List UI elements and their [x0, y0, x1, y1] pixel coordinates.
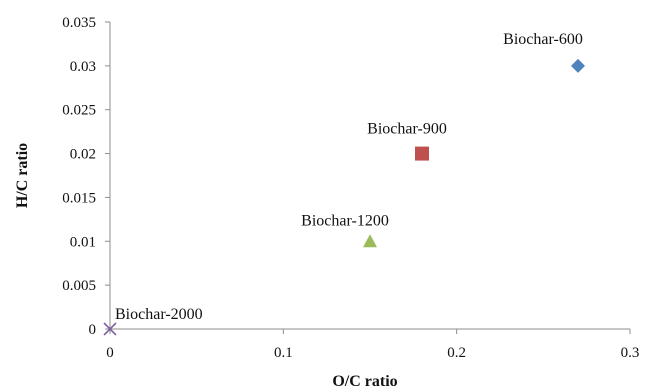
- axes: [105, 21, 631, 334]
- y-tick-label: 0.01: [70, 234, 96, 250]
- y-tick-label: 0.035: [62, 15, 96, 31]
- x-tick-label: 0.2: [447, 345, 466, 361]
- point-triangle: [363, 234, 377, 248]
- y-axis-title: H/C ratio: [14, 143, 31, 208]
- x-axis-title: O/C ratio: [332, 373, 397, 390]
- x-tick-label: 0.3: [621, 345, 640, 361]
- tick-labels: 0 0.005 0.01 0.015 0.02 0.025 0.03 0.035 0 0.1 0.2…: [62, 15, 639, 361]
- y-tick-label: 0.02: [70, 147, 96, 163]
- y-tick-label: 0.005: [62, 278, 96, 294]
- y-tick-label: 0: [89, 322, 97, 338]
- y-tick-label: 0.015: [62, 190, 96, 206]
- x-tick-label: 0: [106, 345, 114, 361]
- point-diamond: [571, 58, 585, 73]
- point-label: Biochar-900: [367, 121, 447, 138]
- point-labels: Biochar-600 Biochar-900 Biochar-1200 Biocha…: [115, 31, 583, 323]
- y-tick-label: 0.03: [70, 59, 96, 75]
- y-tick-label: 0.025: [62, 103, 96, 119]
- point-label: Biochar-600: [503, 31, 583, 48]
- x-tick-label: 0.1: [274, 345, 293, 361]
- point-x-stroke: [103, 322, 117, 336]
- point-square: [415, 146, 429, 161]
- point-x: [103, 322, 117, 336]
- data-points: [103, 58, 585, 336]
- point-label: Biochar-1200: [301, 212, 389, 229]
- point-label: Biochar-2000: [115, 306, 203, 323]
